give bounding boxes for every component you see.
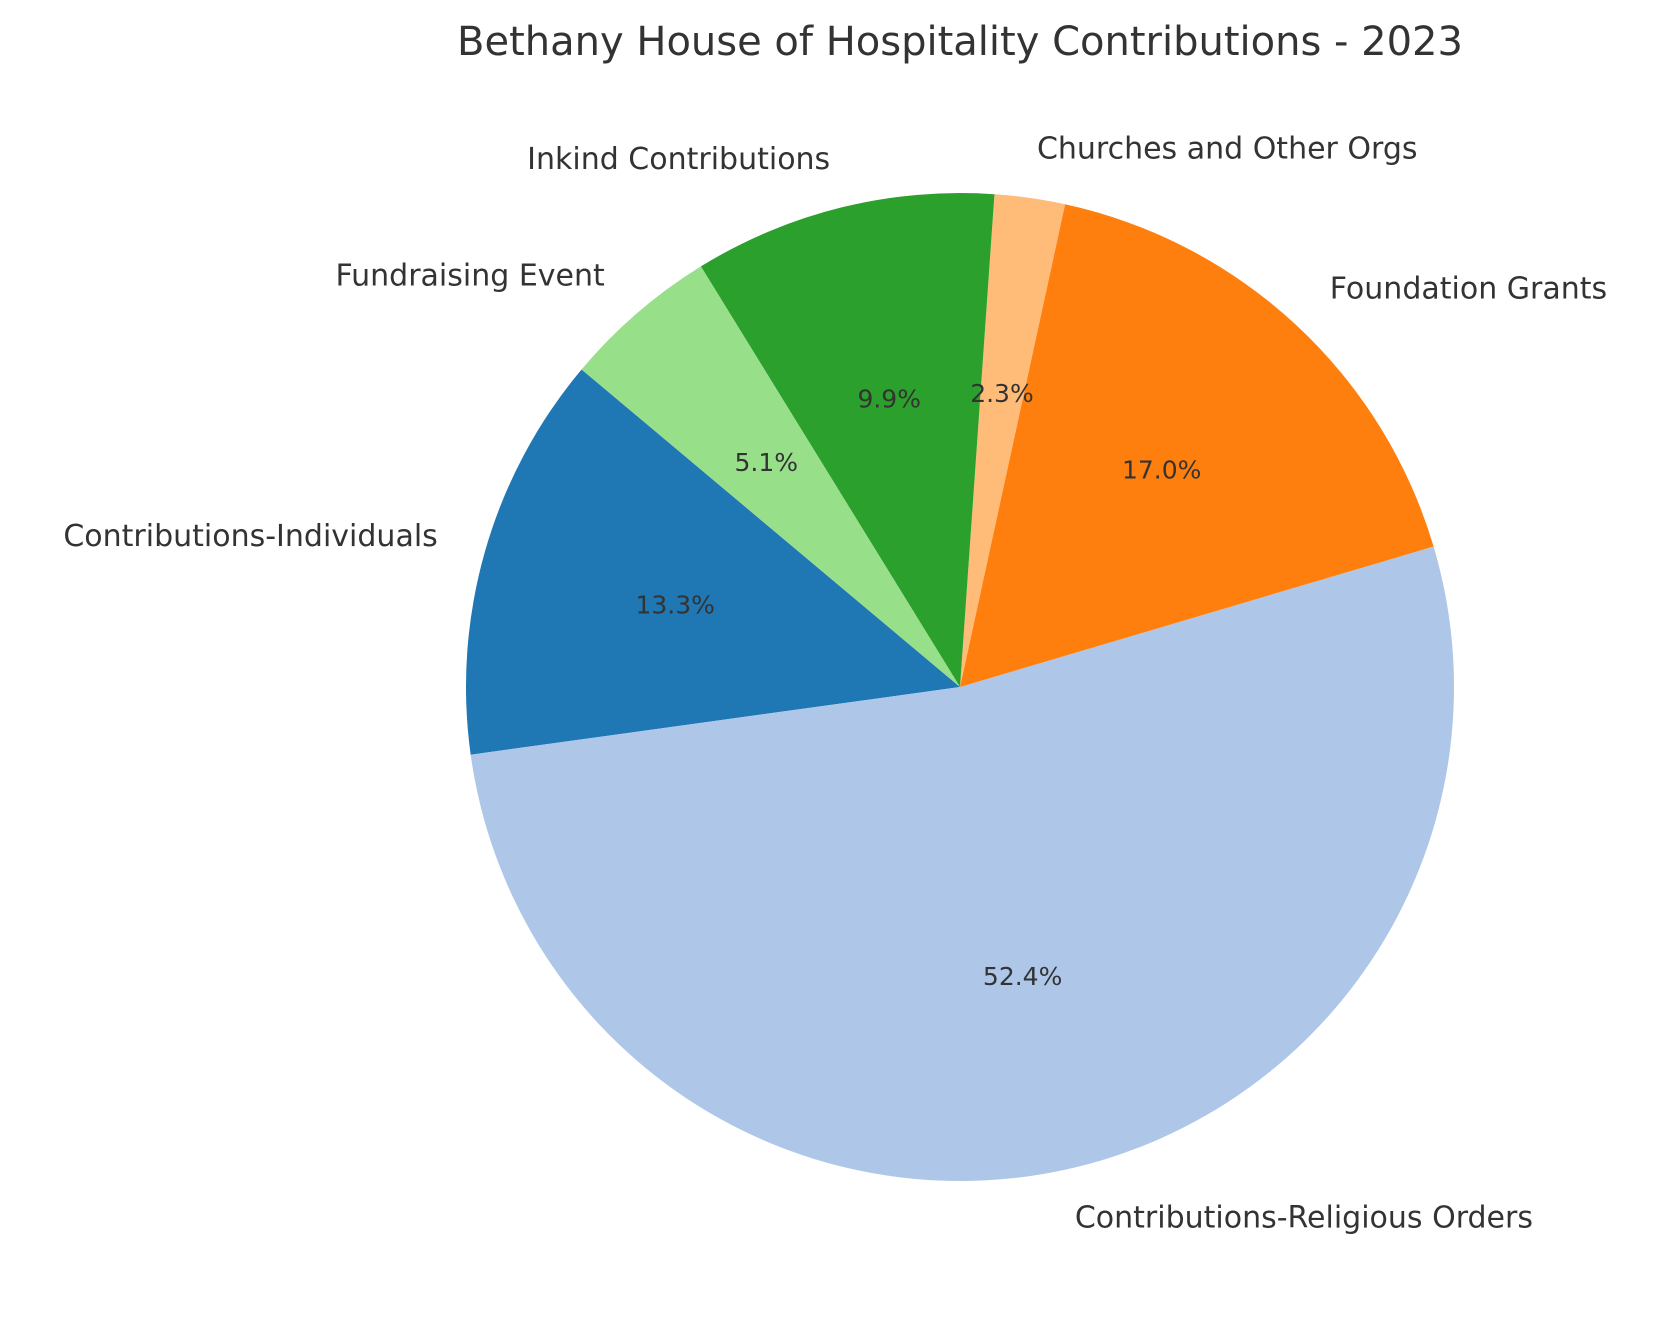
slice-label-contributions-religious-orders: Contributions-Religious Orders (1075, 1201, 1533, 1236)
percent-label-inkind-contributions: 9.9% (857, 385, 921, 414)
chart-title: Bethany House of Hospitality Contributio… (457, 19, 1463, 65)
percent-label-foundation-grants: 17.0% (1122, 455, 1201, 484)
percent-label-churches-and-other-orgs: 2.3% (970, 379, 1034, 408)
pie-slice-fundraising-event (581, 266, 960, 687)
pie-slice-churches-and-other-orgs (960, 194, 1066, 687)
pie-slice-foundation-grants (960, 204, 1434, 687)
slice-label-fundraising-event: Fundraising Event (336, 258, 605, 293)
pie-slice-inkind-contributions (700, 193, 995, 687)
percent-label-contributions-religious-orders: 52.4% (983, 962, 1062, 991)
slice-label-inkind-contributions: Inkind Contributions (527, 142, 830, 177)
slice-label-contributions-individuals: Contributions-Individuals (63, 519, 437, 554)
pie-slice-contributions-religious-orders (470, 546, 1454, 1181)
pie-slice-contributions-individuals (465, 369, 960, 755)
slice-label-churches-and-other-orgs: Churches and Other Orgs (1037, 132, 1418, 167)
percent-label-contributions-individuals: 13.3% (635, 591, 714, 620)
percent-label-fundraising-event: 5.1% (734, 448, 798, 477)
pie-percent-labels: 13.3% 52.4% 17.0% 2.3% 9.9% 5.1% (635, 379, 1201, 991)
pie-slices (465, 193, 1454, 1181)
pie-labels: Contributions-Individuals Contributions-R… (63, 132, 1607, 1236)
slice-label-foundation-grants: Foundation Grants (1330, 271, 1607, 306)
